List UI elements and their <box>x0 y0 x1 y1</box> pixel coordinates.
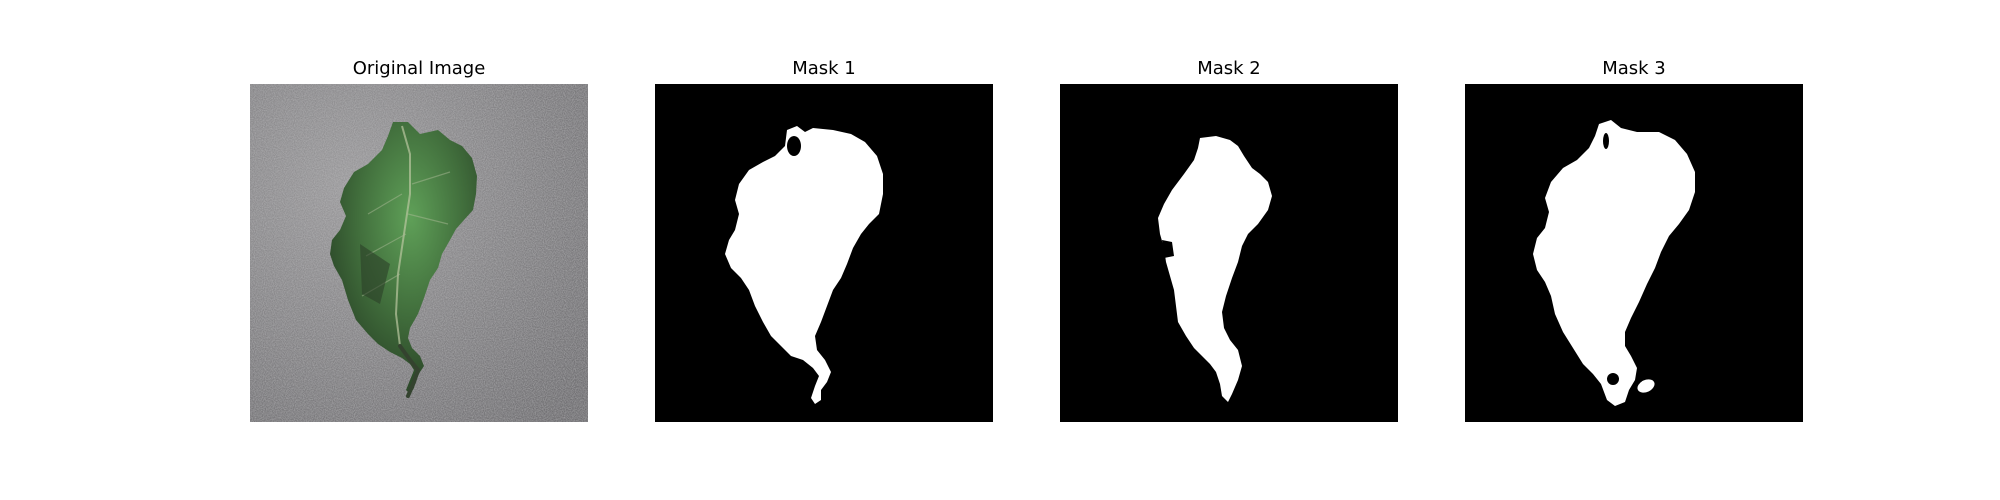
mask-3-svg <box>1465 84 1803 422</box>
mask-1-image <box>655 84 993 422</box>
original-leaf-image <box>250 84 588 422</box>
panel-title: Mask 3 <box>1602 58 1666 79</box>
leaf-photo-svg <box>250 84 588 422</box>
panel-mask-1: Mask 1 <box>655 0 993 500</box>
mask-2-svg <box>1060 84 1398 422</box>
panel-title: Mask 2 <box>1197 58 1261 79</box>
leaf-shape <box>330 122 477 394</box>
panel-title: Original Image <box>352 58 486 79</box>
mask-1-svg <box>655 84 993 422</box>
leaf-midrib <box>394 125 411 347</box>
panel-mask-3: Mask 3 <box>1465 0 1803 500</box>
mask-3-region <box>1533 120 1695 406</box>
panel-original: Original Image <box>250 0 588 500</box>
mask-2-image <box>1060 84 1398 422</box>
mask-3-image <box>1465 84 1803 422</box>
panel-mask-2: Mask 2 <box>1060 0 1398 500</box>
panel-title: Mask 1 <box>792 58 856 79</box>
mask-1-region <box>725 126 883 404</box>
mask-2-region <box>1158 136 1272 402</box>
